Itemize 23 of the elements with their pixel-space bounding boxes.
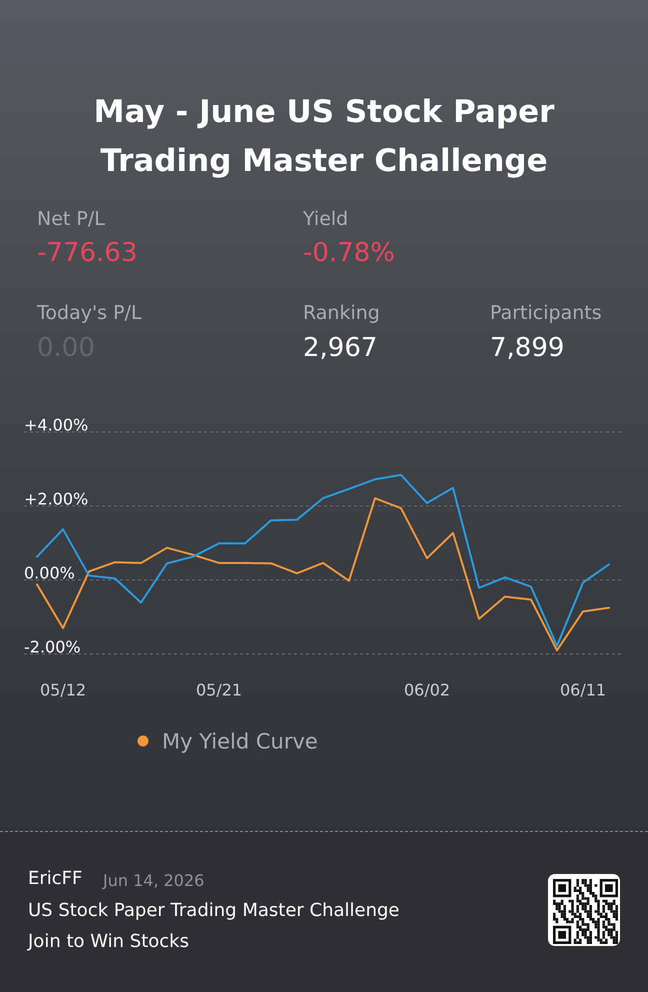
x-tick-label: 06/11	[560, 680, 606, 700]
text: 7,899	[490, 333, 564, 363]
text: -776.63	[37, 238, 138, 268]
legend-label: My Yield Curve	[162, 729, 318, 754]
x-tick-label: 05/21	[196, 680, 242, 700]
text: EricFF	[28, 868, 82, 889]
text: Join to Win Stocks	[28, 931, 189, 952]
y-tick-label: -2.00%	[24, 637, 81, 656]
text: 2,967	[303, 333, 378, 363]
text: Yield	[303, 208, 348, 230]
text: Participants	[490, 302, 602, 324]
text: Net P/L	[37, 208, 105, 230]
chart-title: May - June US Stock Paper Trading Master Challenge	[92, 93, 556, 181]
text: US Stock Paper Trading Master Challenge	[28, 900, 400, 921]
text: Jun 14, 2026	[103, 871, 204, 890]
y-tick-label: +2.00%	[24, 489, 88, 508]
x-tick-label: 06/02	[404, 680, 450, 700]
text: Ranking	[303, 302, 380, 324]
y-tick-label: 0.00%	[24, 563, 75, 582]
x-tick-label: 05/12	[40, 680, 86, 700]
text: -0.78%	[303, 238, 395, 268]
text: Today's P/L	[37, 302, 142, 324]
y-tick-label: +4.00%	[24, 415, 88, 434]
